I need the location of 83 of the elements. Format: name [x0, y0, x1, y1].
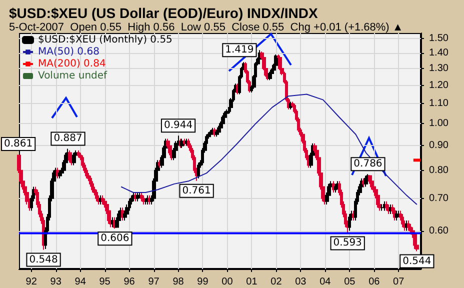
annotation: 0.786	[354, 158, 382, 170]
candlestick	[95, 189, 98, 202]
chart-subtitle: 5-Oct-2007 Open 0.55 High 0.56 Low 0.55 Close 0.55 Chg +0.01 (+1.68%) ▲	[9, 22, 404, 34]
annotation: 1.419	[225, 44, 254, 56]
chart-title: $USD:$XEU (US Dollar (EOD)/Euro) INDX/INDX	[9, 5, 318, 21]
annotation: 0.861	[4, 138, 33, 150]
candlestick	[364, 175, 368, 188]
annotation: 0.761	[182, 185, 211, 196]
candlestick	[385, 200, 388, 212]
y-tick-label: 1.30	[429, 63, 449, 74]
candlestick	[268, 71, 272, 81]
x-tick-label: 99	[197, 276, 209, 288]
x-tick-label: 05	[344, 276, 356, 288]
annotation: 0.544	[402, 256, 432, 267]
candlestick	[348, 213, 351, 232]
candlestick	[138, 192, 141, 199]
x-tick-label: 98	[172, 276, 184, 288]
candlestick	[101, 194, 104, 205]
candlestick	[389, 204, 392, 214]
annotation: 0.944	[164, 120, 193, 132]
x-tick-label: 03	[295, 276, 307, 288]
annotation: 0.548	[29, 254, 58, 266]
candlestick	[383, 200, 386, 212]
line-series	[120, 94, 418, 205]
y-tick-label: 0.60	[429, 225, 449, 236]
candlestick	[197, 162, 200, 179]
y-tick-label: 1.10	[429, 98, 449, 110]
candlestick	[140, 192, 143, 202]
legend-label: $USD:$XEU (Monthly) 0.55	[38, 34, 172, 46]
y-tick-label: 0.80	[429, 164, 449, 176]
candlestick	[380, 204, 384, 212]
x-tick-label: 02	[270, 276, 282, 288]
x-tick-label: 94	[74, 276, 86, 288]
x-tick-label: 01	[246, 276, 258, 288]
annotation: 0.593	[333, 238, 362, 249]
x-tick-label: 07	[393, 276, 405, 288]
candlestick	[221, 114, 225, 126]
y-tick-label: 1.00	[429, 118, 449, 130]
annotation: 0.887	[54, 133, 82, 144]
candlestick	[142, 194, 145, 205]
annotation: 0.606	[100, 233, 130, 244]
candlestick	[225, 108, 229, 116]
candlestick	[370, 178, 374, 190]
legend-label: MA(200) 0.84	[38, 58, 106, 70]
legend-label: Volume undef	[38, 70, 108, 82]
candlestick	[332, 180, 335, 193]
candlestick	[99, 194, 102, 205]
legend-label: MA(50) 0.68	[38, 46, 100, 58]
candlestick	[334, 183, 337, 193]
x-tick-label: 00	[222, 276, 234, 288]
candlestick	[336, 180, 339, 190]
x-tick-label: 06	[368, 276, 380, 288]
candlestick	[397, 210, 400, 218]
x-tick-label: 95	[99, 276, 111, 288]
candlestick	[187, 138, 190, 149]
y-tick-label: 0.70	[429, 192, 449, 204]
candlestick	[405, 220, 408, 232]
candlestick	[168, 142, 172, 156]
y-tick-label: 1.40	[429, 47, 449, 58]
candlestick	[146, 194, 149, 205]
candlestick	[217, 125, 221, 135]
y-tick-label: 1.50	[429, 33, 449, 44]
candlestick	[148, 194, 151, 205]
candlestick	[68, 150, 72, 164]
x-tick-label: 97	[148, 276, 160, 288]
candlestick	[387, 204, 390, 214]
x-tick-label: 04	[320, 276, 332, 288]
candlestick	[278, 56, 282, 71]
x-tick-label: 92	[26, 276, 38, 288]
x-tick-label: 96	[124, 276, 136, 288]
candlestick	[409, 223, 412, 235]
candlestick	[144, 198, 147, 205]
candlestick	[407, 220, 410, 232]
candlestick	[136, 192, 139, 202]
candlestick	[72, 152, 76, 166]
candlestick	[77, 150, 80, 158]
y-tick-label: 1.20	[429, 80, 449, 91]
candlestick	[289, 101, 292, 110]
x-tick-label: 93	[50, 276, 62, 288]
candlestick	[393, 207, 396, 222]
candlestick	[395, 210, 398, 222]
candlestick	[401, 213, 404, 228]
y-tick-label: 0.90	[429, 140, 449, 152]
